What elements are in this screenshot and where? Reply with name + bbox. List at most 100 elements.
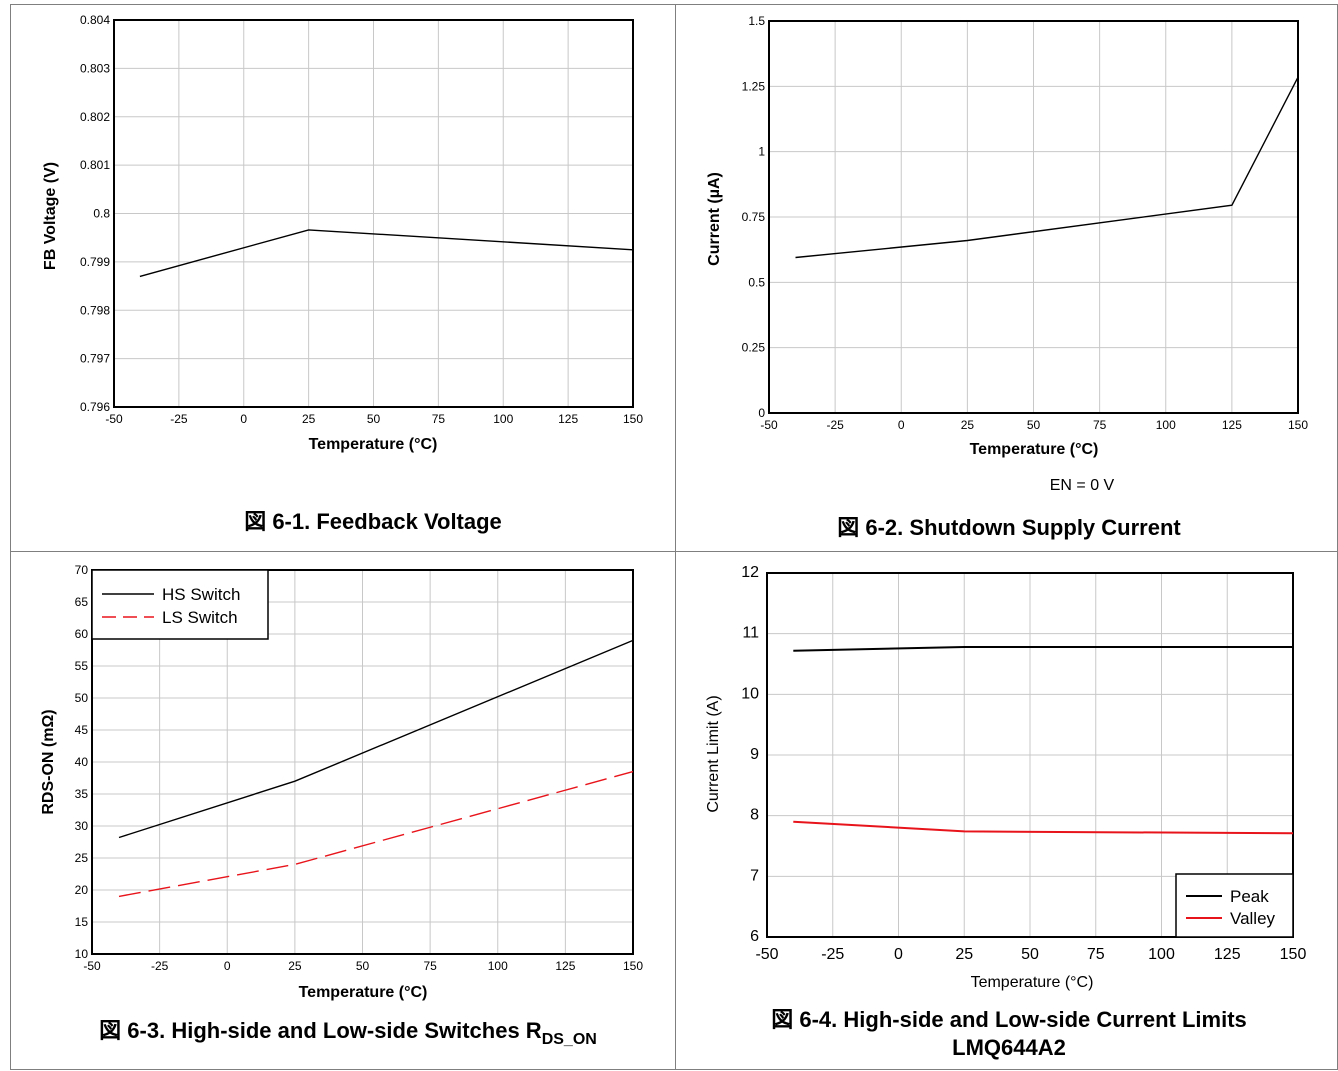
y-tick-label: 12 (741, 564, 759, 581)
legend-box (1175, 873, 1294, 938)
x-tick-label: -50 (83, 959, 101, 973)
x-tick-label: 25 (955, 946, 973, 963)
x-tick-label: 75 (423, 959, 437, 973)
panel-shutdown-current: -50 -25 0 25 50 75 100 125 150 0 0.25 0.5 0.75 1 1.25 1… (675, 4, 1338, 552)
x-tick-label: 125 (1214, 946, 1241, 963)
y-tick-label: 1 (758, 145, 765, 159)
x-tick-label: -25 (151, 959, 169, 973)
y-tick-label: 10 (741, 685, 759, 702)
y-tick-label: 60 (75, 627, 89, 641)
y-tick-label: 0.25 (742, 341, 766, 355)
plot-frame (113, 19, 634, 408)
figure-caption: 図 6-4. High-side and Low-side Current Li… (771, 1007, 1247, 1032)
x-axis-label: Temperature (°C) (299, 984, 428, 1001)
panel-feedback-voltage: -50 -25 0 25 50 75 100 125 150 0.796 0.797 0.798 0.7… (10, 4, 676, 552)
figure-caption: 図 6-1. Feedback Voltage (244, 509, 502, 534)
x-tick-label: 0 (894, 946, 903, 963)
y-tick-label: 0.802 (80, 110, 110, 124)
x-tick-label: 25 (288, 959, 302, 973)
plot-frame (91, 569, 634, 955)
series-line-ls-switch (118, 770, 634, 898)
x-tick-label: -50 (760, 418, 778, 432)
y-tick-label: 0.804 (80, 13, 110, 27)
y-tick-label: 0.799 (80, 255, 110, 269)
x-tick-label: 25 (961, 418, 975, 432)
panel-current-limits: -50 -25 0 25 50 75 100 125 150 6 7 8 9 10 11 12 Peak Val… (675, 551, 1338, 1070)
series-line-0 (795, 76, 1299, 259)
y-tick-label: 55 (75, 659, 89, 673)
x-tick-label: 100 (1148, 946, 1175, 963)
y-tick-label: 65 (75, 595, 89, 609)
x-tick-label: -25 (826, 418, 844, 432)
x-tick-label: 125 (558, 412, 578, 426)
legend: Peak Valley (1175, 873, 1294, 938)
series-line-valley (793, 820, 1294, 835)
x-tick-label: 100 (493, 412, 513, 426)
x-tick-label: 0 (898, 418, 905, 432)
y-tick-label: 0.75 (742, 210, 766, 224)
plot-frame (766, 572, 1294, 938)
x-tick-label: 50 (367, 412, 381, 426)
x-tick-label: 25 (302, 412, 316, 426)
x-tick-label: 0 (240, 412, 247, 426)
x-tick-label: -25 (821, 946, 844, 963)
x-tick-label: 150 (623, 959, 643, 973)
y-tick-label: 45 (75, 723, 89, 737)
x-tick-label: -25 (170, 412, 188, 426)
legend-label: Valley (1230, 909, 1276, 928)
y-tick-label: 11 (742, 625, 759, 642)
chart-current-limits: -50 -25 0 25 50 75 100 125 150 6 7 8 9 10 11 12 Peak Val… (705, 564, 1307, 1060)
series-line-peak (793, 646, 1293, 652)
x-tick-label: 100 (488, 959, 508, 973)
y-tick-label: 0.801 (80, 158, 110, 172)
x-tick-label: 150 (1288, 418, 1308, 432)
x-tick-label: 150 (623, 412, 643, 426)
chart-shutdown-current: -50 -25 0 25 50 75 100 125 150 0 0.25 0.5 0.75 1 1.25 1… (706, 14, 1308, 540)
legend: HS Switch LS Switch (91, 569, 269, 640)
legend-label: HS Switch (162, 585, 240, 604)
series-line-0 (139, 229, 634, 278)
y-tick-label: 0.8 (93, 207, 110, 221)
legend-box (91, 569, 269, 640)
y-tick-label: 40 (75, 755, 89, 769)
x-axis-label: Temperature (°C) (971, 974, 1094, 991)
y-axis-label: Current Limit (A) (705, 695, 722, 812)
figure-caption: 図 6-2. Shutdown Supply Current (837, 515, 1181, 540)
y-tick-label: 0.803 (80, 61, 110, 75)
y-tick-label: 30 (75, 819, 89, 833)
x-tick-label: 100 (1156, 418, 1176, 432)
x-tick-label: 125 (555, 959, 575, 973)
y-tick-label: 1.5 (748, 14, 765, 28)
figure-caption-line2: LMQ644A2 (952, 1035, 1066, 1060)
y-tick-label: 0 (758, 406, 765, 420)
y-axis-label: RDS-ON (mΩ) (40, 709, 57, 814)
y-tick-label: 0.796 (80, 400, 110, 414)
y-tick-label: 10 (75, 947, 89, 961)
x-tick-label: 75 (1087, 946, 1105, 963)
y-tick-label: 15 (75, 915, 89, 929)
y-tick-label: 8 (750, 807, 759, 824)
x-tick-label: 125 (1222, 418, 1242, 432)
x-tick-label: 50 (1021, 946, 1039, 963)
x-tick-label: -50 (755, 946, 778, 963)
y-axis-label: FB Voltage (V) (42, 162, 59, 270)
y-tick-label: 0.797 (80, 352, 110, 366)
x-tick-label: 150 (1280, 946, 1307, 963)
x-tick-label: 50 (1027, 418, 1041, 432)
chart-feedback-voltage: -50 -25 0 25 50 75 100 125 150 0.796 0.797 0.798 0.7… (42, 13, 643, 534)
x-tick-label: 75 (432, 412, 446, 426)
chart-rdson: -50 -25 0 25 50 75 100 125 150 10 15 20 25 30 35 40 45 50… (40, 563, 643, 1048)
y-tick-label: 6 (750, 928, 759, 945)
x-tick-label: 75 (1093, 418, 1107, 432)
x-tick-label: 0 (224, 959, 231, 973)
y-tick-label: 0.5 (748, 275, 765, 289)
y-tick-label: 25 (75, 851, 89, 865)
x-tick-label: 50 (356, 959, 370, 973)
y-tick-label: 50 (75, 691, 89, 705)
x-tick-label: -50 (105, 412, 123, 426)
y-tick-label: 20 (75, 883, 89, 897)
x-axis-label: Temperature (°C) (970, 441, 1099, 458)
series-line-hs-switch (118, 639, 634, 839)
y-tick-label: 35 (75, 787, 89, 801)
legend-label: LS Switch (162, 608, 238, 627)
